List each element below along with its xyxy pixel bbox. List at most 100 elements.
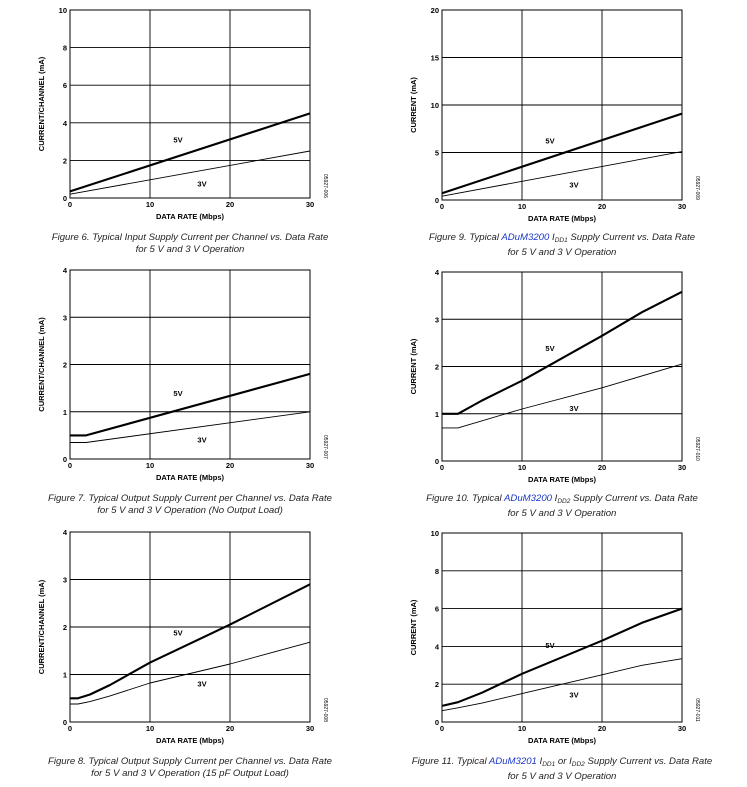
x-tick-label: 10: [518, 202, 526, 211]
plot-frame: [69, 269, 311, 460]
y-tick-label: 15: [431, 54, 439, 63]
caption-line-1: Figure 6. Typical Input Supply Current p…: [25, 232, 355, 244]
y-axis-label: CURRENT (mA): [409, 77, 418, 133]
series-label-5v: 5V: [173, 135, 182, 144]
caption-symbol: I: [552, 493, 558, 504]
series-line-5v: [442, 290, 683, 415]
x-tick-label: 20: [598, 463, 606, 472]
figure-caption: Figure 10. Typical ADuM3200 IDD2 Supply …: [397, 493, 727, 520]
x-tick-label: 30: [678, 202, 686, 211]
x-tick-label: 20: [598, 724, 606, 733]
y-tick-label: 2: [63, 156, 67, 165]
chart-3: 0 1 2 3 4 0 10 20 30 DATA RATE (Mbps) CURRENT/CHAN…: [37, 528, 328, 745]
series-line-3v: [441, 658, 683, 712]
y-tick-label: 4: [63, 119, 68, 128]
x-tick-label: 0: [68, 724, 72, 733]
product-link[interactable]: ADuM3201: [488, 756, 537, 767]
figure-caption: Figure 6. Typical Input Supply Current p…: [25, 232, 355, 256]
y-axis-label: CURRENT/CHANNEL (mA): [37, 317, 46, 412]
caption-prefix: Figure 10. Typical: [426, 493, 505, 504]
y-tick-label: 1: [63, 408, 67, 417]
x-axis-label: DATA RATE (Mbps): [156, 736, 225, 745]
y-tick-label: 2: [63, 361, 67, 370]
caption-prefix: Figure 11. Typical: [411, 756, 489, 767]
caption-line-2: for 5 V and 3 V Operation: [135, 244, 245, 255]
figure-code: 05927-007: [322, 435, 328, 459]
y-tick-label: 1: [435, 410, 439, 419]
y-tick-label: 0: [63, 718, 67, 727]
x-tick-label: 20: [226, 461, 234, 470]
y-tick-label: 0: [435, 457, 439, 466]
x-axis-label: DATA RATE (Mbps): [528, 475, 597, 484]
chart-5: 0 1 2 3 4 0 10 20 30 DATA RATE (Mbps) CURRENT (mA)…: [409, 268, 700, 484]
series-label-3v: 3V: [197, 680, 206, 689]
y-tick-label: 0: [63, 455, 67, 464]
y-tick-label: 3: [63, 313, 67, 322]
series-label-5v: 5V: [545, 344, 554, 353]
series-line-3v: [69, 150, 311, 195]
series-line-3v: [70, 411, 311, 443]
y-tick-label: 3: [435, 315, 439, 324]
series-label-5v: 5V: [545, 136, 554, 145]
chart-6: 0 2 4 6 8 10 0 10 20 30 DATA RATE (Mbps) CURRENT (m…: [409, 529, 700, 745]
caption-line-1: Figure 7. Typical Output Supply Current …: [25, 493, 355, 505]
caption-symbol: I: [536, 756, 543, 767]
x-tick-label: 30: [306, 200, 314, 209]
y-axis-label: CURRENT (mA): [409, 599, 418, 655]
plot-frame: [69, 9, 311, 199]
y-tick-label: 0: [435, 196, 439, 205]
x-axis-label: DATA RATE (Mbps): [156, 473, 225, 482]
figure-code: 05927-009: [694, 176, 700, 200]
y-tick-label: 4: [435, 268, 440, 277]
y-tick-label: 8: [63, 44, 67, 53]
y-tick-label: 2: [435, 363, 439, 372]
caption-subscript: DD2: [571, 761, 585, 768]
series-line-5v: [70, 583, 311, 700]
caption-line-1: Figure 9. Typical ADuM3200 IDD1 Supply C…: [397, 232, 727, 247]
x-tick-label: 20: [226, 200, 234, 209]
series-line-3v: [442, 363, 683, 429]
x-axis-label: DATA RATE (Mbps): [528, 214, 597, 223]
x-tick-label: 0: [440, 724, 444, 733]
y-tick-label: 5: [435, 149, 439, 158]
product-link[interactable]: ADuM3200: [501, 232, 550, 243]
figure-code: 05927-006: [322, 174, 328, 198]
y-tick-label: 10: [431, 529, 439, 538]
caption-subscript: DD1: [554, 237, 568, 244]
x-tick-label: 20: [598, 202, 606, 211]
y-tick-label: 10: [431, 101, 439, 110]
series-label-3v: 3V: [569, 181, 578, 190]
caption-subscript: DD1: [542, 761, 556, 768]
x-tick-label: 30: [306, 724, 314, 733]
x-tick-label: 0: [440, 202, 444, 211]
x-tick-label: 10: [518, 724, 526, 733]
y-tick-label: 10: [59, 6, 67, 15]
x-tick-label: 10: [146, 724, 154, 733]
y-tick-label: 3: [63, 576, 67, 585]
x-tick-label: 0: [68, 461, 72, 470]
caption-subscript: DD2: [557, 498, 571, 505]
y-tick-label: 0: [435, 718, 439, 727]
figure-caption: Figure 8. Typical Output Supply Current …: [25, 756, 355, 780]
y-axis-label: CURRENT/CHANNEL (mA): [37, 56, 46, 151]
series-line-5v: [441, 607, 683, 707]
x-tick-label: 30: [678, 463, 686, 472]
caption-line-2: for 5 V and 3 V Operation: [507, 247, 617, 258]
caption-line-1: Figure 11. Typical ADuM3201 IDD1 or IDD2…: [397, 756, 727, 771]
x-tick-label: 0: [68, 200, 72, 209]
x-axis-label: DATA RATE (Mbps): [156, 212, 225, 221]
x-tick-label: 10: [146, 461, 154, 470]
caption-symbol: or I: [555, 756, 572, 767]
caption-line-2: for 5 V and 3 V Operation: [507, 771, 617, 782]
x-tick-label: 30: [678, 724, 686, 733]
y-tick-label: 8: [435, 567, 439, 576]
series-line-3v: [70, 641, 311, 705]
product-link[interactable]: ADuM3200: [504, 493, 553, 504]
y-tick-label: 4: [63, 528, 68, 537]
series-label-3v: 3V: [197, 179, 206, 188]
x-tick-label: 10: [146, 200, 154, 209]
caption-line-2: for 5 V and 3 V Operation: [507, 508, 617, 519]
y-tick-label: 20: [431, 6, 439, 15]
caption-text: Figure 8. Typical Output Supply Current …: [47, 756, 333, 767]
series-label-3v: 3V: [569, 690, 578, 699]
